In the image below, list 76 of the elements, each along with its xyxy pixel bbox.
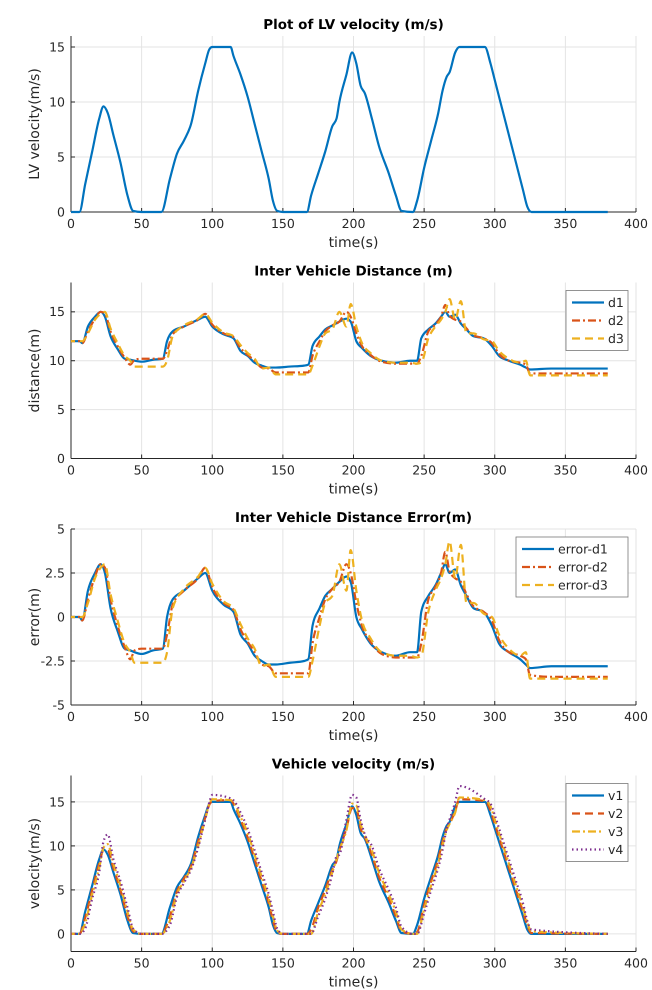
legend-label: error-d3 xyxy=(558,577,608,592)
x-tick-label: 300 xyxy=(482,462,507,478)
legend-label: error-d1 xyxy=(558,541,608,556)
x-tick-label: 100 xyxy=(200,709,224,724)
x-tick-label: 400 xyxy=(624,709,648,724)
y-axis-title: distance(m) xyxy=(27,328,43,412)
x-tick-label: 50 xyxy=(134,709,150,724)
legend-label: v3 xyxy=(608,824,624,839)
x-axis-title: time(s) xyxy=(328,974,378,990)
x-axis-title: time(s) xyxy=(328,728,378,744)
chart-title: Inter Vehicle Distance (m) xyxy=(254,264,453,280)
x-tick-label: 350 xyxy=(553,709,578,724)
x-tick-label: 350 xyxy=(553,216,578,231)
x-tick-label: 50 xyxy=(134,462,150,478)
x-axis-title: time(s) xyxy=(328,482,378,498)
y-tick-label: 0 xyxy=(57,204,66,220)
y-tick-label: 0 xyxy=(57,450,66,466)
y-tick-label: 10 xyxy=(49,838,66,854)
x-tick-label: 350 xyxy=(553,956,578,970)
y-tick-label: 0 xyxy=(57,609,66,624)
x-tick-label: 50 xyxy=(134,216,150,231)
x-tick-label: 250 xyxy=(412,216,436,231)
y-tick-label: -5 xyxy=(52,697,65,712)
x-tick-label: 400 xyxy=(624,216,648,231)
x-tick-label: 200 xyxy=(342,462,366,478)
chart-title: Vehicle velocity (m/s) xyxy=(272,756,436,772)
legend-label: v1 xyxy=(608,788,624,803)
x-tick-label: 150 xyxy=(270,462,295,478)
chart-title: Plot of LV velocity (m/s) xyxy=(263,17,444,33)
x-tick-label: 150 xyxy=(270,709,295,724)
x-tick-label: 50 xyxy=(134,956,150,970)
y-tick-label: 0 xyxy=(57,926,66,942)
y-tick-label: 5 xyxy=(57,402,65,417)
x-tick-label: 400 xyxy=(624,462,648,478)
x-tick-label: 200 xyxy=(342,956,366,970)
x-tick-label: 100 xyxy=(200,956,224,970)
y-tick-label: 15 xyxy=(49,794,65,810)
y-tick-label: 15 xyxy=(49,39,65,54)
legend-label: v4 xyxy=(608,842,624,857)
x-tick-label: 0 xyxy=(67,956,76,970)
legend-label: d1 xyxy=(608,294,624,310)
line-series xyxy=(70,46,609,214)
legend-label: d3 xyxy=(608,330,624,346)
x-tick-label: 250 xyxy=(412,709,436,724)
x-tick-label: 0 xyxy=(67,216,76,231)
x-tick-label: 200 xyxy=(342,709,366,724)
legend-label: d2 xyxy=(608,312,624,328)
x-tick-label: 100 xyxy=(200,216,224,231)
legend-label: v2 xyxy=(608,806,624,821)
y-axis-title: LV velocity(m/s) xyxy=(27,68,43,180)
x-tick-label: 300 xyxy=(482,956,507,970)
x-tick-label: 200 xyxy=(342,216,366,231)
y-tick-label: 10 xyxy=(49,353,66,368)
x-tick-label: 400 xyxy=(624,956,648,970)
chart-title: Inter Vehicle Distance Error(m) xyxy=(235,510,472,526)
x-tick-label: 0 xyxy=(67,709,76,724)
x-tick-label: 350 xyxy=(553,462,578,478)
y-tick-label: 15 xyxy=(49,304,65,320)
x-tick-label: 300 xyxy=(482,216,507,231)
y-tick-label: 10 xyxy=(49,94,66,110)
x-tick-label: 150 xyxy=(270,956,295,970)
x-tick-label: 0 xyxy=(67,462,76,478)
x-axis-title: time(s) xyxy=(328,235,378,251)
x-tick-label: 100 xyxy=(200,462,224,478)
y-tick-label: -2.5 xyxy=(40,653,65,668)
y-tick-label: 2.5 xyxy=(45,565,65,580)
y-tick-label: 5 xyxy=(57,882,65,898)
x-tick-label: 250 xyxy=(412,462,436,478)
y-tick-label: 5 xyxy=(57,149,65,164)
y-axis-title: velocity(m/s) xyxy=(27,818,43,910)
y-tick-label: 5 xyxy=(57,521,65,536)
x-tick-label: 250 xyxy=(412,956,436,970)
x-tick-label: 300 xyxy=(482,709,507,724)
y-axis-title: error(m) xyxy=(27,588,43,646)
legend-label: error-d2 xyxy=(558,559,608,574)
x-tick-label: 150 xyxy=(270,216,295,231)
